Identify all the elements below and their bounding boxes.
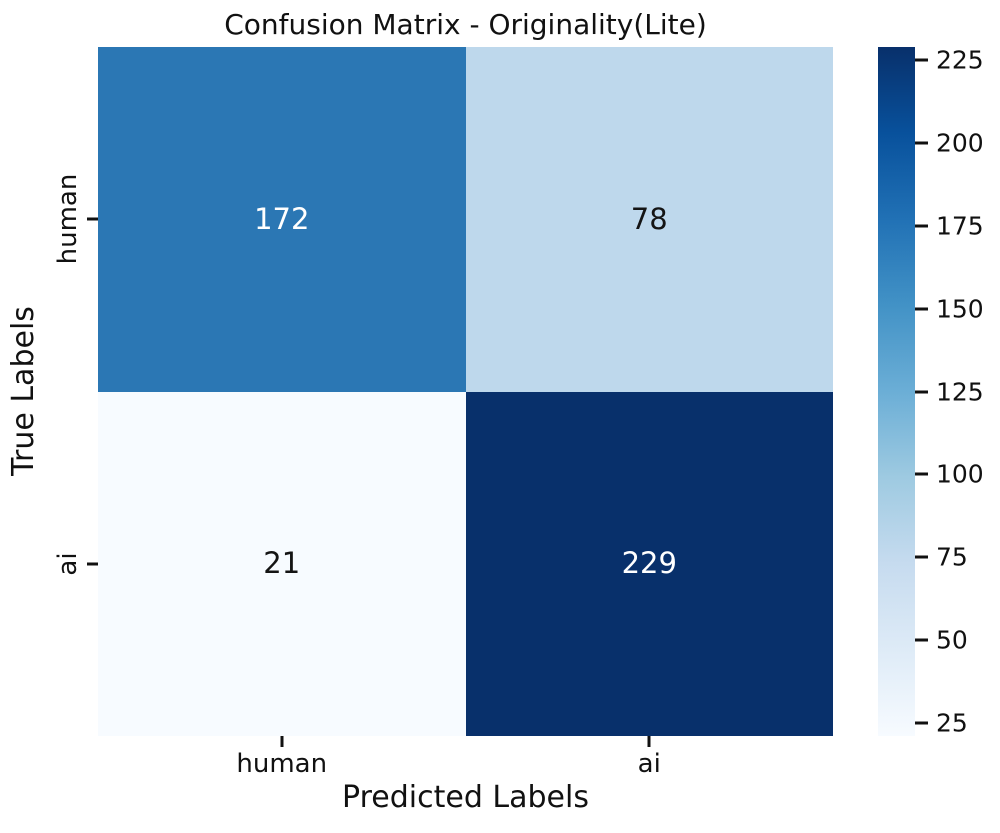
y-axis: human ai — [0, 47, 98, 736]
colorbar-tick-mark — [915, 58, 928, 62]
heatmap-cell-ai-human: 21 — [98, 391, 466, 736]
x-axis: human ai — [98, 736, 833, 786]
x-tick-mark — [647, 736, 651, 747]
colorbar-tick-label-100: 100 — [936, 459, 984, 489]
colorbar-tick-label-175: 175 — [936, 211, 984, 241]
heatmap-cell-human-human: 172 — [98, 47, 466, 392]
colorbar-tick-mark — [915, 390, 928, 393]
colorbar-gradient — [878, 47, 915, 736]
y-tick-mark — [87, 217, 98, 221]
colorbar-tick-label-150: 150 — [936, 294, 984, 324]
x-axis-label: Predicted Labels — [342, 780, 589, 815]
cell-value: 21 — [263, 546, 301, 581]
colorbar-tick-mark — [915, 472, 928, 476]
cell-value: 172 — [254, 201, 310, 236]
cell-value: 78 — [630, 201, 668, 236]
colorbar-tick-label-75: 75 — [936, 542, 968, 572]
colorbar-tick-mark — [915, 224, 928, 228]
colorbar-tick-mark — [915, 141, 928, 145]
colorbar-tick-mark — [915, 638, 928, 642]
heatmap-cell-ai-ai: 229 — [465, 391, 833, 736]
colorbar-tick-label-225: 225 — [936, 45, 984, 75]
colorbar-tick-label-25: 25 — [936, 708, 968, 738]
colorbar-tick-mark — [915, 307, 928, 311]
x-tick-mark — [280, 736, 284, 747]
colorbar-tick-mark — [915, 721, 928, 725]
y-tick-label-ai: ai — [53, 552, 83, 576]
heatmap-grid: 172 78 21 229 — [98, 47, 833, 736]
colorbar-tick-label-200: 200 — [936, 128, 984, 158]
colorbar-tick-label-50: 50 — [936, 625, 968, 655]
y-tick-mark — [87, 562, 98, 566]
chart-title: Confusion Matrix - Originality(Lite) — [224, 8, 707, 41]
heatmap-cell-human-ai: 78 — [465, 47, 833, 392]
x-tick-label-ai: ai — [637, 749, 661, 779]
y-axis-label: True Labels — [6, 306, 41, 476]
x-tick-label-human: human — [236, 749, 328, 779]
cell-value: 229 — [621, 546, 677, 581]
colorbar-axis: 25 50 75 100 125 150 175 200 225 — [915, 47, 1000, 736]
colorbar-tick-label-125: 125 — [936, 377, 984, 406]
y-tick-label-human: human — [53, 173, 83, 265]
colorbar-tick-mark — [915, 555, 928, 559]
